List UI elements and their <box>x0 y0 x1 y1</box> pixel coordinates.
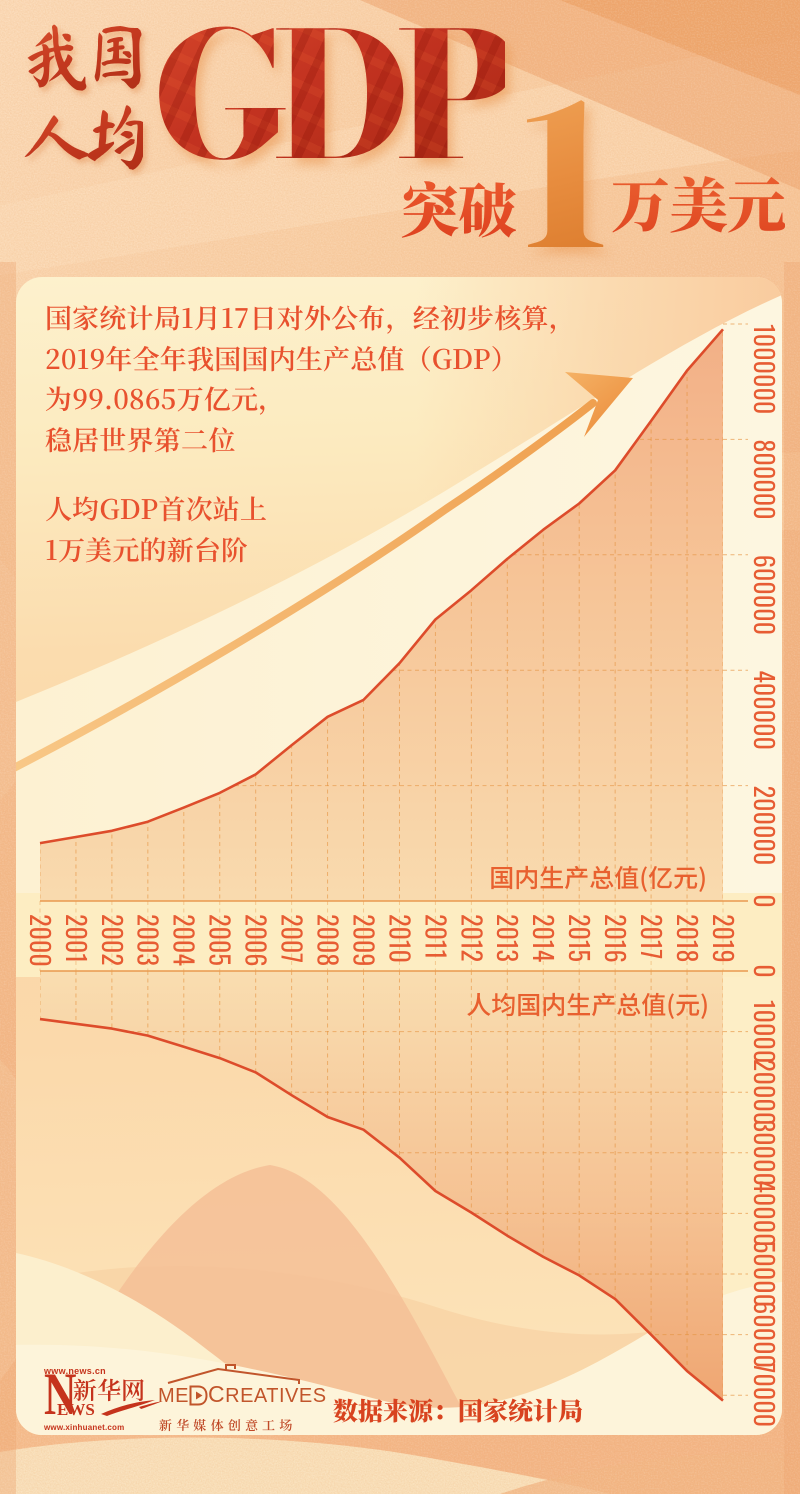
x-tick-label: 2013 <box>489 914 528 962</box>
y-tick-label-bottom: 0 <box>746 964 782 977</box>
x-tick-label: 2016 <box>597 914 636 963</box>
x-tick-label: 2006 <box>238 914 277 966</box>
area-fill-percapita <box>40 971 723 1401</box>
arrow-tail <box>16 399 597 772</box>
y-tick-label-bottom: 30000 <box>746 1120 782 1186</box>
medcreatives-tagline: 新华媒体创意工场 <box>159 1415 297 1434</box>
medcreatives-wordmark: ME CREATIVES <box>158 1381 327 1408</box>
x-tick-label: 2019 <box>705 914 744 963</box>
x-tick-label: 2002 <box>94 914 133 966</box>
medcreatives-creatives: CREATIVES <box>208 1381 327 1407</box>
medcreatives-logo: ME CREATIVES 新华媒体创意工场 <box>156 1362 341 1434</box>
charts-svg: 2000200120022003200420052006200720082009… <box>16 277 782 1435</box>
x-tick-label: 2009 <box>345 914 384 966</box>
area-fill-gdp <box>40 329 723 901</box>
y-tick-label-top: 800000 <box>746 439 782 519</box>
x-tick-label: 2014 <box>525 914 564 963</box>
chart-axes <box>40 900 748 972</box>
y-tick-label-top: 0 <box>746 894 782 907</box>
intro-line-p1-1: 国家统计局1月17日对外公布，经初步核算， <box>45 297 576 336</box>
medcreatives-me: ME <box>158 1385 189 1407</box>
y-tick-label-bottom: 40000 <box>746 1180 782 1246</box>
deco-axis-strip <box>16 893 782 977</box>
y-tick-label-bottom: 70000 <box>746 1363 782 1427</box>
intro-text-block: 国家统计局1月17日对外公布，经初步核算， 2019年全年我国国内生产总值（GDP… <box>45 297 665 569</box>
title-line-renjun: 人均 <box>21 96 154 176</box>
x-tick-label: 2012 <box>453 914 492 962</box>
arrow-head-icon <box>565 372 633 437</box>
chart-panel: 2000 2001 2002 2003 2004 2005 2006 2007 2008 2009… <box>16 277 782 1435</box>
intro-line-p2-2: 1万美元的新台阶 <box>45 528 249 568</box>
y-tick-label-top: 400000 <box>746 670 782 750</box>
xinhuanet-logo-n: N <box>44 1361 77 1427</box>
y-tick-label-top: 1000000 <box>746 324 782 414</box>
title-gdp: GDP <box>152 0 506 228</box>
x-tick-label: 2008 <box>309 914 348 966</box>
chart1-title: 国内生产总值(亿元) <box>489 859 707 895</box>
y-tick-label-top: 600000 <box>746 555 782 635</box>
x-tick-label: 2017 <box>633 914 672 959</box>
chart2-title: 人均国内生产总值(元) <box>466 986 709 1022</box>
y-tick-label-bottom: 60000 <box>746 1301 782 1368</box>
intro-line-p2-1: 人均GDP首次站上 <box>45 488 268 527</box>
medcreatives-roof-icon <box>167 1364 300 1384</box>
x-tick-label: 2003 <box>130 914 169 966</box>
xinhuanet-url-bottom: www.xinhuanet.com <box>44 1423 125 1432</box>
x-tick-label: 2011 <box>417 914 456 959</box>
x-tick-label: 2005 <box>202 914 241 966</box>
x-tick-label: 2007 <box>274 914 313 963</box>
x-tick-label: 2018 <box>669 914 708 963</box>
data-source-label: 数据来源：国家统计局 <box>333 1392 584 1428</box>
series-line-gdp <box>39 328 724 845</box>
intro-paragraph-gap <box>45 459 665 488</box>
intro-line-p1-4: 稳居世界第二位 <box>45 418 236 458</box>
title-line-woguo: 我国 <box>21 16 154 96</box>
xinhuanet-logo: www.news.cn N EWS 新华网 www.xinhuanet.com <box>44 1355 164 1435</box>
xinhuanet-logo-ews: EWS <box>57 1400 95 1419</box>
x-tick-label: 2001 <box>58 914 97 963</box>
xinhuanet-swoosh-icon <box>101 1400 163 1416</box>
y-tick-label-bottom: 10000 <box>746 1000 782 1063</box>
x-tick-label: 2010 <box>381 914 420 963</box>
y-tick-label-bottom: 50000 <box>746 1241 782 1307</box>
x-tick-label: 2004 <box>166 914 205 966</box>
y-tick-label-top: 200000 <box>746 786 782 866</box>
medcreatives-play-icon <box>189 1385 208 1406</box>
x-tick-label: 2000 <box>22 914 61 967</box>
deco-wave-bottom <box>16 1282 782 1435</box>
title-big-one: 1 <box>521 12 609 324</box>
y-tick-label-bottom: 20000 <box>746 1059 782 1125</box>
chart-area-fills <box>40 329 723 1401</box>
chart-axis-labels: 2000200120022003200420052006200720082009… <box>22 324 782 1427</box>
title-tupo: 突破 <box>400 164 517 249</box>
intro-line-p1-2: 2019年全年我国国内生产总值（GDP） <box>45 337 518 377</box>
chart-lines <box>39 328 724 1402</box>
title-brush-block: 我国 人均 <box>21 16 154 176</box>
xinhuanet-url-top: www.news.cn <box>44 1366 106 1376</box>
intro-line-p1-3: 为99.0865万亿元， <box>45 378 286 417</box>
x-tick-label: 2015 <box>561 914 600 962</box>
title-wanmeiyuan: 万美元 <box>611 159 786 244</box>
xinhuanet-logo-name: 新华网 <box>73 1371 145 1406</box>
series-line-percapita <box>39 1017 724 1402</box>
